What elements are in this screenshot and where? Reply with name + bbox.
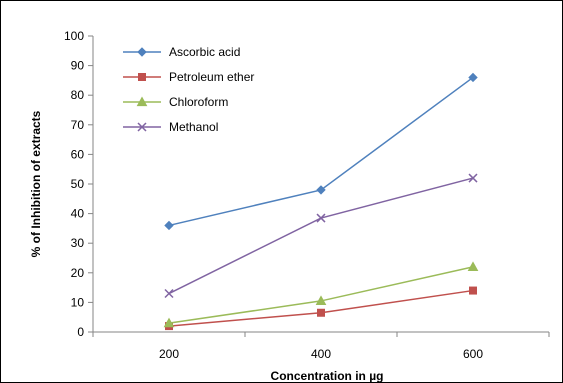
data-point-methanol bbox=[164, 288, 174, 299]
y-tick-label: 90 bbox=[71, 59, 85, 73]
y-tick-label: 60 bbox=[71, 147, 85, 161]
y-tick-label: 100 bbox=[64, 29, 84, 43]
data-point-methanol bbox=[468, 173, 478, 183]
y-tick-label: 50 bbox=[71, 177, 85, 191]
y-tick-label: 0 bbox=[77, 325, 84, 339]
y-tick-label: 10 bbox=[71, 295, 85, 309]
data-point-chloroform bbox=[315, 295, 327, 306]
x-tick-label: 400 bbox=[311, 347, 331, 361]
x-axis-title: Concentration in µg bbox=[271, 369, 384, 383]
x-tick-label: 600 bbox=[463, 347, 483, 361]
data-point-methanol bbox=[316, 213, 326, 223]
y-tick-label: 20 bbox=[71, 266, 85, 280]
y-tick-label: 40 bbox=[71, 207, 85, 221]
series-line-methanol bbox=[168, 177, 474, 295]
data-point-ascorbic-acid bbox=[468, 72, 478, 83]
legend-marker-methanol bbox=[137, 122, 147, 132]
x-tick-label: 200 bbox=[159, 347, 179, 361]
data-point-chloroform bbox=[467, 261, 479, 271]
legend-label-petroleum-ether: Petroleum ether bbox=[169, 70, 254, 84]
legend-label-methanol: Methanol bbox=[169, 120, 218, 134]
y-tick-label: 80 bbox=[71, 88, 85, 102]
legend-marker-petroleum-ether bbox=[138, 73, 146, 81]
y-axis-title: % of Inhibition of extracts bbox=[29, 110, 43, 257]
data-point-petroleum-ether bbox=[317, 308, 325, 317]
y-tick-label: 70 bbox=[71, 118, 85, 132]
data-point-chloroform bbox=[163, 317, 175, 328]
data-point-ascorbic-acid bbox=[164, 220, 174, 231]
data-point-ascorbic-acid bbox=[316, 185, 326, 195]
legend-label-ascorbic-acid: Ascorbic acid bbox=[169, 45, 240, 59]
legend-label-chloroform: Chloroform bbox=[169, 95, 228, 109]
data-point-petroleum-ether bbox=[469, 286, 477, 295]
legend-marker-chloroform bbox=[136, 96, 148, 107]
legend-marker-ascorbic-acid bbox=[137, 47, 147, 57]
y-tick-label: 30 bbox=[71, 236, 85, 250]
